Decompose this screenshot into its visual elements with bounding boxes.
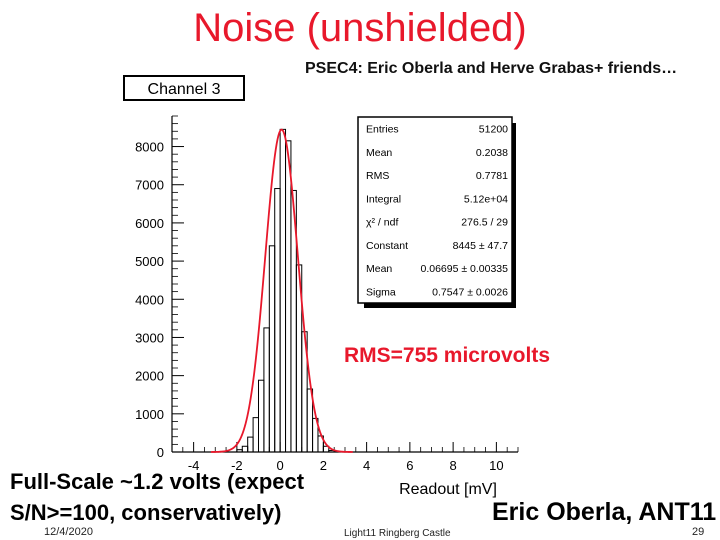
y-tick-label: 7000	[135, 178, 164, 193]
y-tick-label: 4000	[135, 292, 164, 307]
histogram-bin	[328, 449, 335, 453]
stats-value: 0.7547 ± 0.0026	[432, 286, 508, 298]
rms-annotation: RMS=755 microvolts	[344, 344, 551, 367]
histogram-bin	[241, 445, 249, 453]
footer-center: Light11 Ringberg Castle	[344, 528, 451, 539]
chart-title: Channel 3	[148, 81, 221, 98]
fullscale-line-2: S/N>=100, conservatively)	[10, 500, 282, 525]
histogram-bin	[247, 436, 254, 453]
x-axis-label: Readout [mV]	[399, 481, 497, 498]
histogram-bin	[236, 449, 243, 453]
histogram-bin	[258, 379, 265, 453]
x-tick-label: 0	[277, 458, 284, 473]
stats-label: Integral	[366, 193, 401, 205]
stats-box-panel	[357, 116, 513, 304]
x-tick-label: 4	[363, 458, 370, 473]
histogram-bin	[263, 327, 270, 453]
stats-label: χ² / ndf	[366, 217, 398, 229]
x-tick-label: -2	[231, 458, 243, 473]
stats-value: 5.12e+04	[464, 193, 508, 205]
histogram-bin	[312, 417, 319, 453]
slide-subtitle: PSEC4: Eric Oberla and Herve Grabas+ fri…	[305, 60, 678, 77]
x-tick-label: 6	[406, 458, 413, 473]
fullscale-line-1: Full-Scale ~1.2 volts (expect	[10, 469, 305, 494]
stats-value: 0.2038	[476, 147, 508, 159]
stats-label: Constant	[366, 240, 408, 252]
x-tick-label: 10	[489, 458, 503, 473]
x-tick-label: -4	[188, 458, 200, 473]
stats-label: Sigma	[366, 286, 396, 298]
stats-value: 8445 ± 47.7	[453, 240, 509, 252]
histogram-bin	[322, 445, 330, 453]
histogram-bin	[285, 140, 292, 453]
histogram-bin	[279, 128, 287, 453]
stats-label: RMS	[366, 170, 389, 182]
y-tick-label: 5000	[135, 254, 164, 269]
stats-value: 0.7781	[476, 170, 508, 182]
stats-label: Mean	[366, 147, 392, 159]
histogram-bin	[252, 417, 259, 453]
y-tick-label: 0	[157, 445, 164, 460]
y-tick-label: 1000	[135, 407, 164, 422]
stats-value: 276.5 / 29	[461, 217, 508, 229]
page-number: 29	[692, 526, 705, 538]
stats-value: 0.06695 ± 0.00335	[420, 263, 508, 275]
stats-label: Entries	[366, 124, 399, 136]
histogram-bin	[274, 188, 281, 453]
fullscale-note: Full-Scale ~1.2 volts (expect S/N>=100, …	[10, 466, 350, 528]
slide-title: Noise (unshielded)	[193, 6, 527, 50]
y-tick-label: 2000	[135, 369, 164, 384]
stats-value: 51200	[479, 124, 508, 136]
author-credit: Eric Oberla, ANT11	[492, 498, 717, 526]
y-tick-label: 6000	[135, 216, 164, 231]
chart-title-box	[123, 75, 245, 101]
y-tick-label: 3000	[135, 330, 164, 345]
stats-label: Mean	[366, 263, 392, 275]
x-tick-label: 2	[320, 458, 327, 473]
x-tick-label: 8	[450, 458, 457, 473]
histogram-bin	[268, 245, 276, 453]
fit-statistics-box: Entries 51200 Mean 0.2038 RMS 0.7781 Integral 5…	[357, 116, 516, 308]
footer-date: 12/4/2020	[44, 526, 93, 538]
gaussian-fit-curve	[210, 128, 353, 453]
y-tick-label: 8000	[135, 140, 164, 155]
